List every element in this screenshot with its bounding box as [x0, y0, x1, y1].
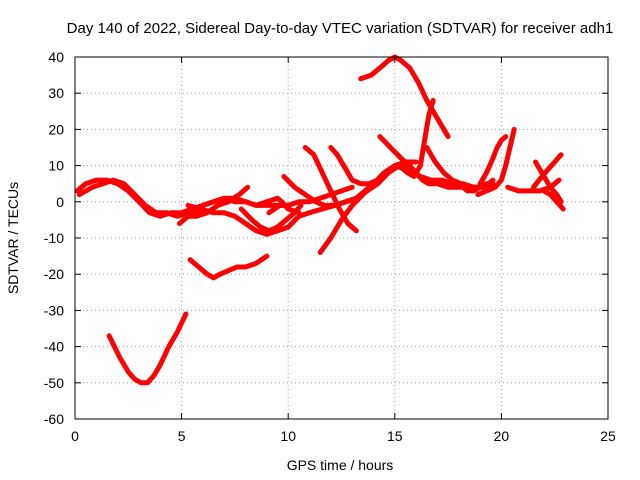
y-tick-label: -30 [44, 302, 64, 318]
y-tick-label: -60 [44, 411, 64, 427]
series-arc-22 [475, 126, 517, 198]
x-tick-label: 10 [280, 428, 296, 444]
series-arc-21 [477, 134, 509, 187]
x-tick-label: 25 [600, 428, 616, 444]
y-tick-label: 40 [48, 49, 64, 65]
x-tick-label: 5 [178, 428, 186, 444]
y-tick-label: 10 [48, 158, 64, 174]
y-axis-title: SDTVAR / TECUs [5, 182, 21, 294]
series-arc-7 [185, 202, 312, 237]
series-arc-8 [238, 202, 304, 234]
series-arc-15 [328, 145, 387, 187]
series-arc-20 [456, 181, 496, 194]
y-tick-label: -10 [44, 230, 64, 246]
axis-ticks [74, 56, 609, 420]
x-tick-label: 15 [387, 428, 403, 444]
y-tick-label: 0 [56, 194, 64, 210]
chart-title: Day 140 of 2022, Sidereal Day-to-day VTE… [67, 20, 614, 37]
y-tick-label: 30 [48, 85, 64, 101]
y-tick-label: -50 [44, 375, 64, 391]
series-arc-26 [541, 188, 566, 212]
series-arc-17 [377, 134, 472, 190]
series-arc-10 [266, 184, 355, 216]
series-arc-18 [396, 97, 436, 179]
series-arc-2 [76, 177, 202, 219]
series-arc-4 [187, 253, 270, 281]
series-arc-6 [183, 184, 251, 219]
data-series-group [74, 54, 566, 386]
series-arc-12 [302, 145, 359, 234]
grid [75, 57, 608, 419]
x-tick-label: 20 [494, 428, 510, 444]
x-axis-title: GPS time / hours [287, 457, 394, 473]
y-tick-label: -20 [44, 266, 64, 282]
series-arc-24 [533, 159, 564, 205]
x-tick-label: 0 [71, 428, 79, 444]
y-tick-label: 20 [48, 121, 64, 137]
tick-labels: 0 5 10 15 20 25 -60 -50 -40 -30 -20 -10 0 10 20 30 40 [44, 49, 616, 444]
series-arc-3 [106, 311, 189, 386]
y-tick-label: -40 [44, 339, 64, 355]
series-arc-9 [253, 195, 302, 216]
series-arc-25 [530, 152, 564, 190]
